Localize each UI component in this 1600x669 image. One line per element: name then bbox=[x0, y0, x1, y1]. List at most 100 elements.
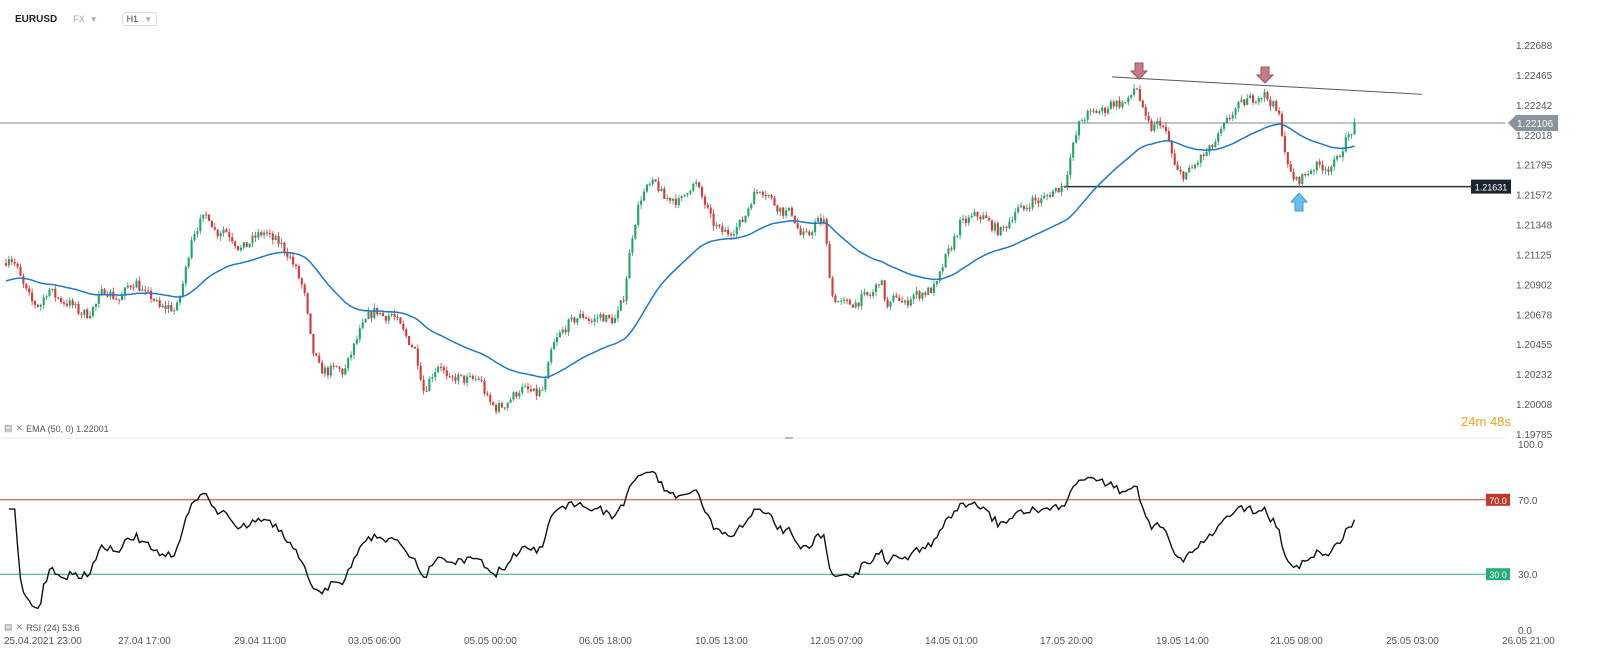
close-icon[interactable]: ✕ bbox=[15, 423, 24, 433]
candle-body bbox=[518, 392, 521, 397]
candle-body bbox=[770, 195, 773, 198]
close-icon[interactable]: ✕ bbox=[15, 622, 24, 632]
candle-body bbox=[329, 365, 332, 376]
candle-body bbox=[947, 248, 950, 254]
candle-body bbox=[442, 367, 445, 371]
candle-body bbox=[637, 204, 640, 226]
candle-body bbox=[1075, 135, 1078, 143]
support-price-tag bbox=[1471, 179, 1511, 194]
candle-body bbox=[1333, 159, 1336, 167]
settings-icon[interactable]: ▤ bbox=[4, 423, 13, 433]
candle-body bbox=[335, 366, 338, 368]
candle-body bbox=[416, 348, 419, 366]
candle-body bbox=[799, 228, 802, 235]
candle-body bbox=[988, 218, 991, 221]
candle-body bbox=[1019, 205, 1023, 208]
candle-body bbox=[1292, 171, 1295, 180]
candle-body bbox=[60, 297, 63, 303]
candle-body bbox=[370, 311, 373, 319]
candle-body bbox=[31, 292, 34, 302]
candle-body bbox=[619, 300, 622, 311]
panel-resize-handle[interactable] bbox=[785, 437, 793, 439]
candle-body bbox=[1092, 110, 1095, 112]
time-tick-label: 21.05 08:00 bbox=[1270, 636, 1323, 647]
candle-body bbox=[135, 280, 138, 288]
candle-body bbox=[657, 181, 660, 191]
candle-body bbox=[811, 232, 814, 236]
time-tick-label: 06.05 18:00 bbox=[579, 636, 632, 647]
candle-body bbox=[1066, 175, 1069, 187]
candle-body bbox=[526, 386, 530, 390]
symbol-label[interactable]: EURUSD bbox=[15, 13, 58, 25]
candle-body bbox=[509, 399, 512, 403]
candle-body bbox=[767, 195, 770, 197]
candle-body bbox=[1196, 162, 1199, 165]
candle-body bbox=[358, 328, 361, 340]
ema-indicator-legend: ▤ ✕ EMA (50, 0) 1.22001 bbox=[4, 423, 109, 434]
candle-body bbox=[872, 291, 875, 296]
candle-body bbox=[640, 200, 643, 205]
candle-body bbox=[292, 256, 295, 265]
candle-body bbox=[1240, 99, 1243, 102]
candle-body bbox=[271, 233, 274, 241]
candle-body bbox=[1179, 169, 1182, 172]
chevron-down-icon[interactable]: ▼ bbox=[89, 14, 98, 24]
candle-body bbox=[176, 302, 179, 311]
candle-body bbox=[120, 295, 124, 301]
candle-body bbox=[764, 195, 767, 197]
candle-body bbox=[7, 259, 10, 266]
candle-body bbox=[1315, 161, 1318, 171]
candle-body bbox=[582, 313, 585, 318]
candle-body bbox=[364, 318, 367, 323]
candle-body bbox=[1321, 164, 1324, 171]
candle-body bbox=[671, 198, 675, 201]
candle-body bbox=[132, 287, 135, 289]
candle-body bbox=[149, 290, 153, 299]
candle-body bbox=[1083, 119, 1086, 121]
candle-body bbox=[1017, 207, 1020, 213]
candle-body bbox=[718, 224, 721, 227]
candle-body bbox=[611, 317, 614, 324]
candle-body bbox=[651, 179, 654, 184]
candle-body bbox=[753, 191, 756, 205]
candle-body bbox=[515, 392, 518, 397]
candle-body bbox=[13, 261, 16, 264]
candle-body bbox=[674, 198, 677, 205]
candle-body bbox=[170, 304, 173, 312]
candle-body bbox=[1005, 226, 1008, 229]
candle-body bbox=[1266, 92, 1269, 100]
candle-body bbox=[912, 294, 915, 300]
settings-icon[interactable]: ▤ bbox=[4, 622, 13, 632]
candle-body bbox=[906, 300, 909, 306]
candle-body bbox=[1057, 187, 1060, 193]
candle-body bbox=[683, 194, 686, 197]
time-tick-label: 19.05 14:00 bbox=[1156, 636, 1209, 647]
candle-body bbox=[437, 367, 440, 373]
candle-body bbox=[263, 232, 266, 236]
candle-body bbox=[1080, 120, 1083, 122]
candle-body bbox=[1002, 226, 1005, 228]
candle-body bbox=[42, 297, 45, 306]
candle-body bbox=[979, 216, 982, 220]
timeframe-select[interactable]: H1 ▼ bbox=[121, 12, 158, 26]
candle-body bbox=[973, 212, 976, 216]
rsi-overbought-label: 70.0 bbox=[1489, 496, 1507, 506]
candle-body bbox=[396, 316, 399, 318]
candle-body bbox=[785, 210, 788, 216]
candle-body bbox=[909, 299, 912, 306]
candle-body bbox=[921, 292, 924, 299]
candle-body bbox=[1318, 161, 1321, 165]
time-tick-label: 12.05 07:00 bbox=[810, 636, 863, 647]
candle-body bbox=[118, 299, 121, 301]
candle-body bbox=[825, 219, 828, 244]
support-price-label: 1.21631 bbox=[1475, 183, 1508, 193]
time-tick-label: 10.05 13:00 bbox=[695, 636, 748, 647]
resistance-trendline[interactable] bbox=[1111, 76, 1423, 95]
candle-body bbox=[1141, 100, 1144, 108]
candle-body bbox=[167, 304, 170, 309]
candle-body bbox=[741, 219, 744, 222]
candle-body bbox=[393, 314, 396, 317]
price-tick-label: 1.22018 bbox=[1516, 131, 1553, 142]
candle-body bbox=[1167, 131, 1170, 142]
